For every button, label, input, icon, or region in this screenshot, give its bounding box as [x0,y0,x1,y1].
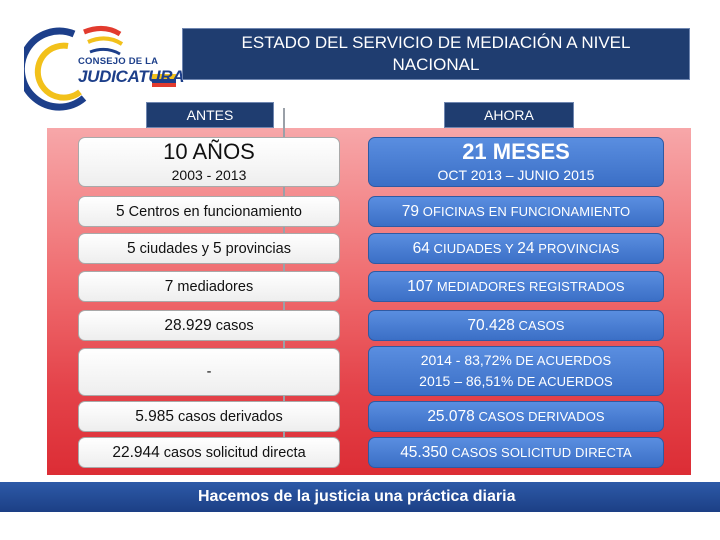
antes-casos-num: 28.929 [164,316,212,334]
page-title: ESTADO DEL SERVICIO DE MEDIACIÓN A NIVEL… [182,28,690,80]
acuerdos-2015-text: DE ACUERDOS [513,374,613,389]
bottom-band [0,512,720,540]
ahora-ciudades-cell: 64 CIUDADES Y 24 PROVINCIAS [368,233,664,264]
ahora-ciudades-num: 64 [412,239,430,257]
antes-centros-num: 5 [116,202,125,220]
ahora-oficinas-num: 79 [401,202,420,220]
ahora-provincias-num: 24 [517,239,535,257]
antes-mediadores-num: 7 [164,277,174,295]
ahora-casos-num: 70.428 [467,316,515,334]
ahora-duration: 21 MESES [462,139,570,164]
antes-ciudades-cell: 5 ciudades y 5 provincias [78,233,340,264]
ahora-mediadores-text: MEDIADORES REGISTRADOS [433,278,625,294]
antes-centros-text: Centros en funcionamiento [124,203,302,220]
ahora-acuerdos-cell: 2014 - 83,72% DE ACUERDOS 2015 – 86,51% … [368,346,664,396]
acuerdos-2015-num: 2015 – 86,51% [419,373,514,389]
ahora-mediadores-num: 107 [407,277,434,295]
ahora-oficinas-text: OFICINAS EN FUNCIONAMIENTO [419,203,631,219]
footer-banner: Hacemos de la justicia una práctica diar… [0,482,720,512]
antes-years: 2003 - 2013 [171,167,247,183]
antes-solicitud-text: casos solicitud directa [159,444,306,461]
ahora-derivados-text: CASOS DERIVADOS [474,408,605,424]
antes-derivados-num: 5.985 [135,407,174,425]
acuerdos-2014-num: 2014 - 83,72% [420,352,512,368]
antes-acuerdos-dash: - [206,364,212,380]
antes-duration: 10 AÑOS [163,139,255,164]
ahora-ciudades-text: CIUDADES Y [429,240,518,256]
antes-solicitud-cell: 22.944 casos solicitud directa [78,437,340,468]
antes-derivados-text: casos derivados [173,408,283,425]
logo-line1: CONSEJO DE LA [78,56,159,67]
ahora-casos-text: CASOS [514,317,565,333]
antes-period-cell: 10 AÑOS 2003 - 2013 [78,137,340,187]
antes-derivados-cell: 5.985 casos derivados [78,401,340,432]
antes-mediadores-text: mediadores [173,278,254,295]
ahora-solicitud-text: CASOS SOLICITUD DIRECTA [447,444,632,460]
ahora-derivados-cell: 25.078 CASOS DERIVADOS [368,401,664,432]
acuerdos-2014-text: DE ACUERDOS [511,353,612,368]
antes-ciudades-num: 5 [127,239,136,257]
ahora-oficinas-cell: 79 OFICINAS EN FUNCIONAMIENTO [368,196,664,227]
antes-ciudades-text: ciudades y [135,240,214,257]
antes-provincias-text: provincias [221,240,291,257]
antes-provincias-num: 5 [213,239,222,257]
antes-solicitud-num: 22.944 [112,443,160,461]
antes-casos-text: casos [211,317,254,334]
ahora-provincias-text: PROVINCIAS [534,240,620,256]
ahora-label: AHORA [444,102,574,128]
ahora-solicitud-num: 45.350 [400,443,448,461]
ahora-casos-cell: 70.428 CASOS [368,310,664,341]
ahora-period-cell: 21 MESES OCT 2013 – JUNIO 2015 [368,137,664,187]
antes-centros-cell: 5 Centros en funcionamiento [78,196,340,227]
antes-acuerdos-cell: - [78,348,340,396]
antes-mediadores-cell: 7 mediadores [78,271,340,302]
ahora-derivados-num: 25.078 [427,407,475,425]
ahora-dates: OCT 2013 – JUNIO 2015 [437,167,595,183]
antes-label: ANTES [146,102,274,128]
ahora-solicitud-cell: 45.350 CASOS SOLICITUD DIRECTA [368,437,664,468]
antes-casos-cell: 28.929 casos [78,310,340,341]
logo-line2: JUDICATURA [78,67,185,86]
ahora-mediadores-cell: 107 MEDIADORES REGISTRADOS [368,271,664,302]
footer-slogan: Hacemos de la justicia una práctica diar… [198,488,516,505]
